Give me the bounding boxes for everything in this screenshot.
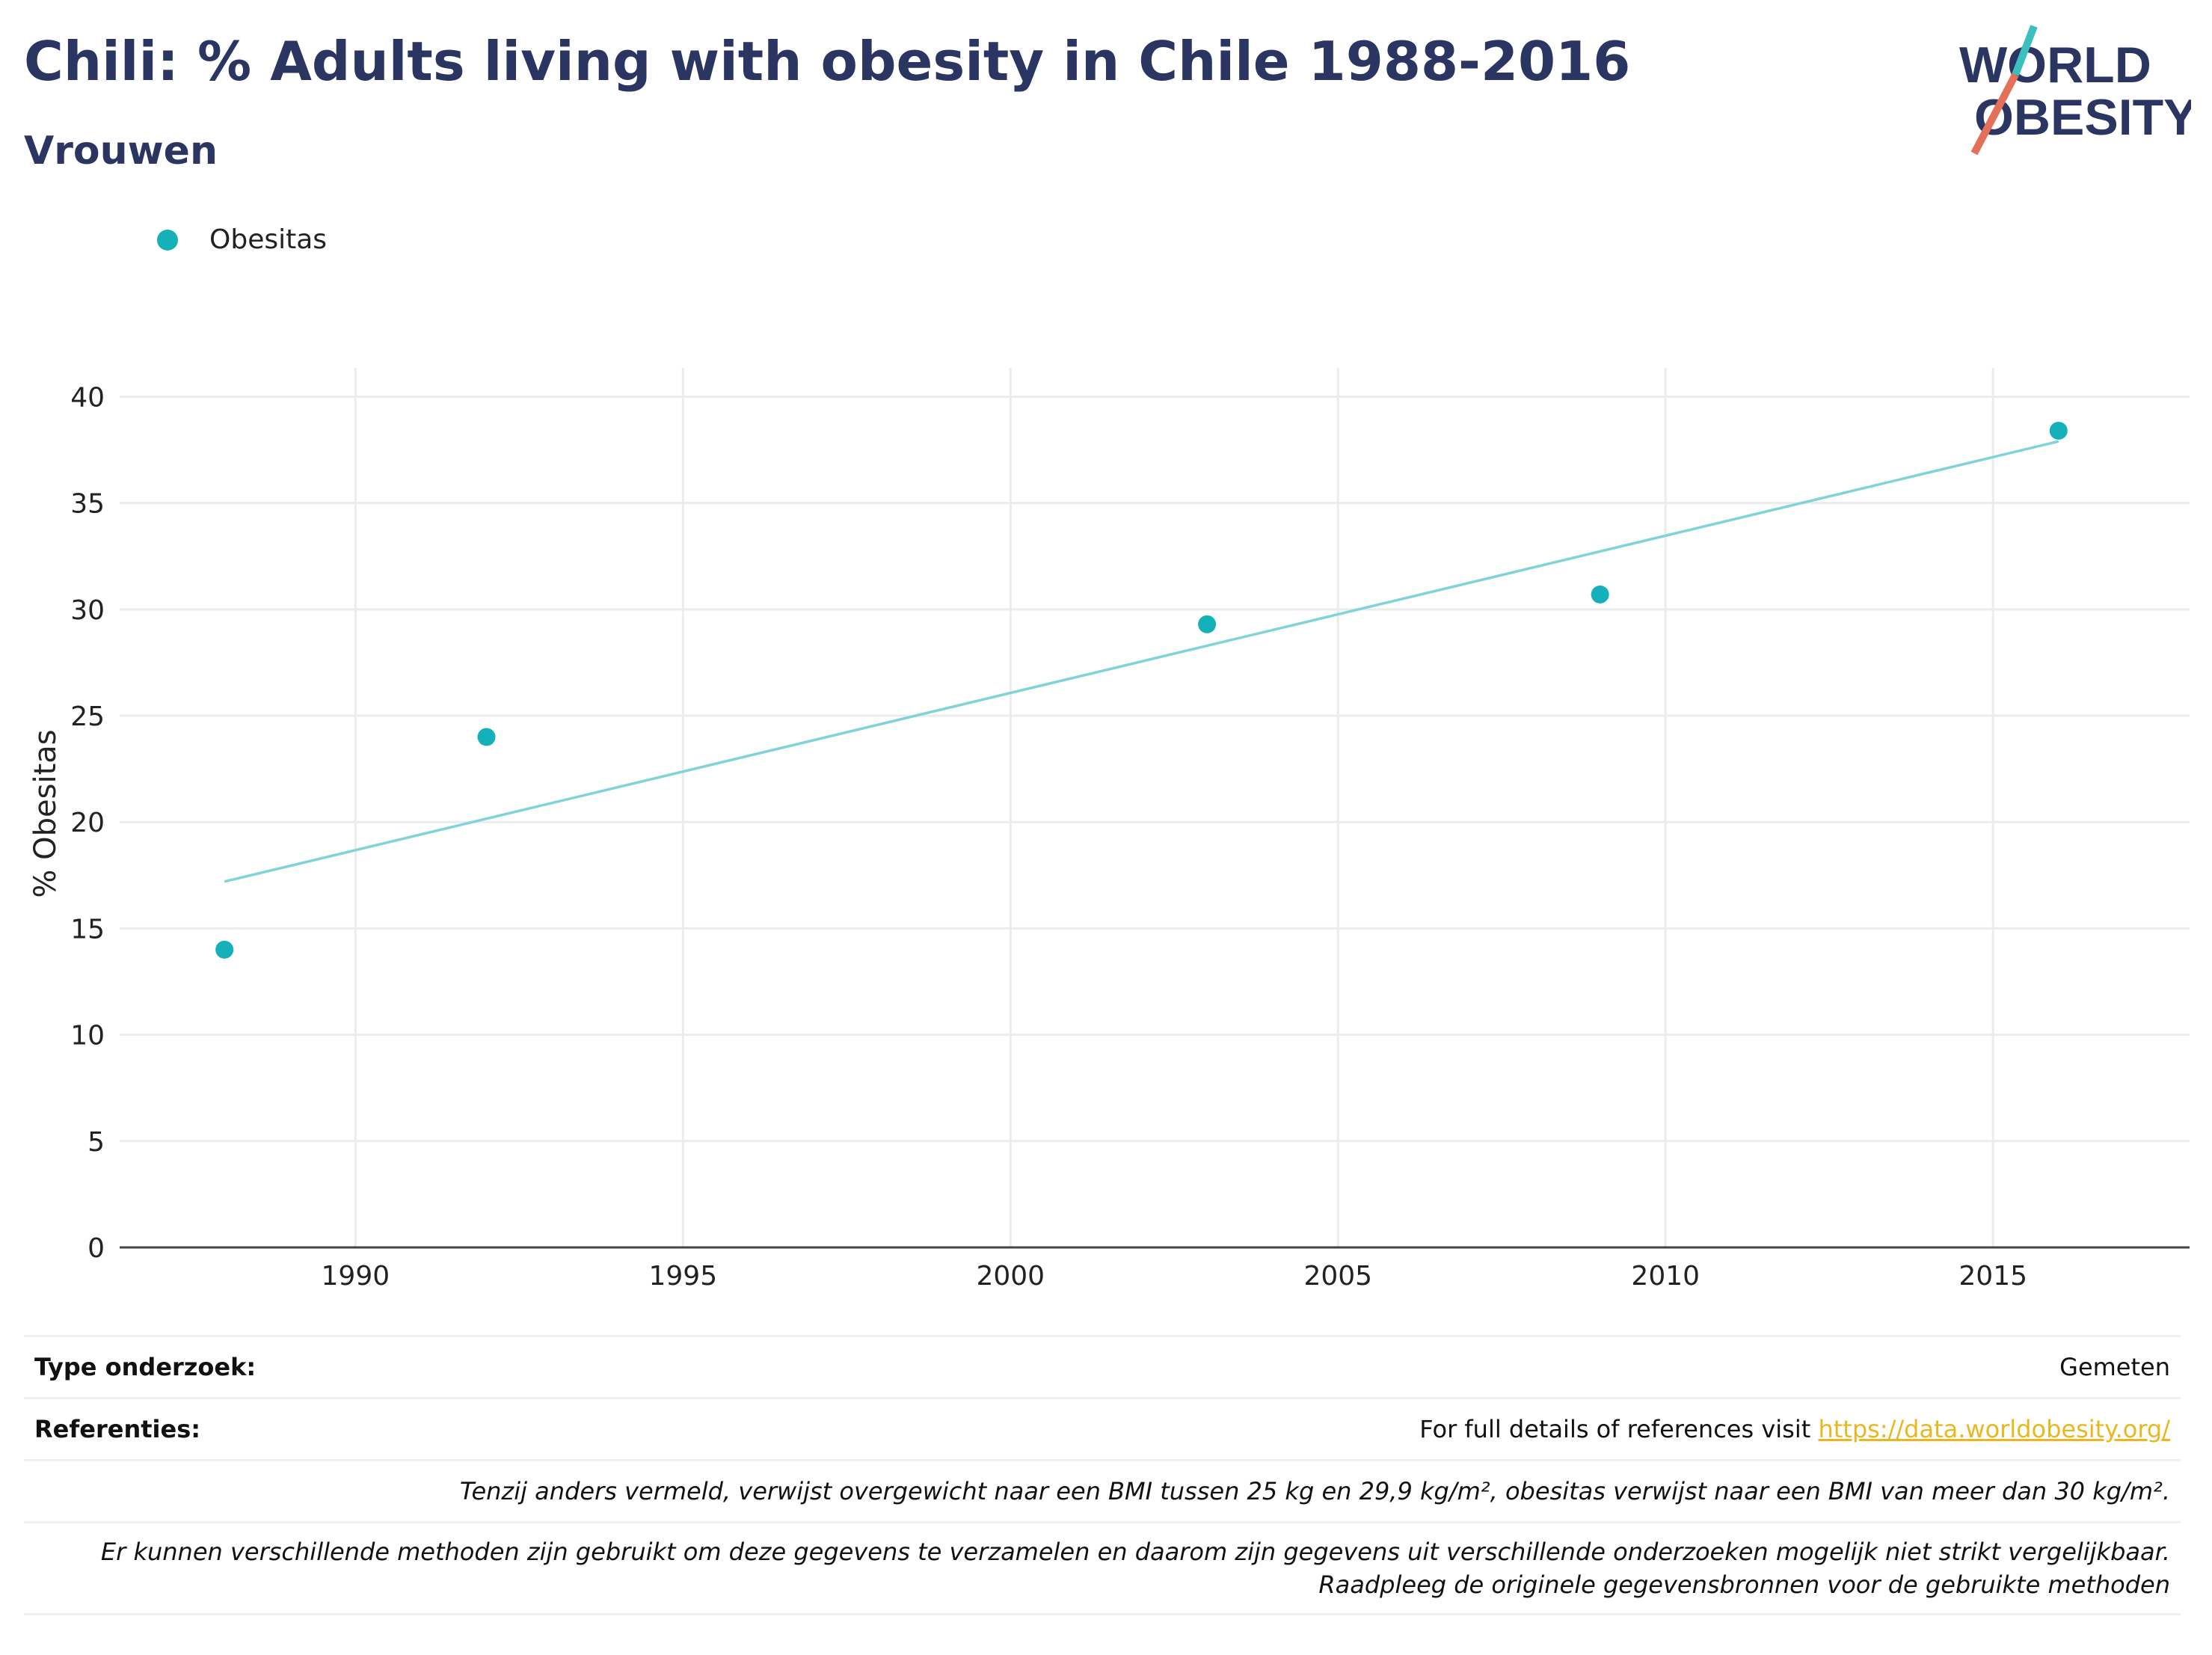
- world-obesity-logo: WORLD OBESITY: [1959, 25, 2191, 156]
- data-point: [477, 728, 496, 746]
- data-point: [2049, 421, 2068, 440]
- y-tick-label: 40: [70, 382, 105, 413]
- study-type-label: Type onderzoek:: [34, 1353, 256, 1381]
- bmi-note: Tenzij anders vermeld, verwijst overgewi…: [459, 1477, 2170, 1505]
- x-tick-label: 2015: [1958, 1261, 2027, 1292]
- data-point: [215, 940, 234, 959]
- x-tick-label: 1995: [649, 1261, 718, 1292]
- chart-subtitle: Vrouwen: [24, 129, 218, 174]
- y-tick-label: 30: [70, 595, 105, 626]
- axis-layer: 0 5 10 15 20 25 30 35 40 1990 1995 2000 2005 2010 2015: [70, 382, 2190, 1292]
- y-tick-label: 35: [70, 489, 105, 520]
- trend-layer: [224, 440, 2059, 883]
- trend-line: [224, 440, 2059, 883]
- legend-marker-obesitas: [157, 229, 178, 251]
- points-layer: [215, 421, 2068, 959]
- svg-text:OBESITY: OBESITY: [1974, 89, 2191, 146]
- grid-layer: [120, 368, 2190, 1247]
- y-tick-label: 10: [70, 1021, 105, 1051]
- methods-note-row: Er kunnen verschillende methoden zijn ge…: [24, 1521, 2181, 1615]
- x-tick-label: 2005: [1303, 1261, 1372, 1292]
- legend-label-obesitas: Obesitas: [209, 224, 328, 255]
- references-row: Referenties: For full details of referen…: [24, 1397, 2181, 1459]
- y-tick-label: 0: [87, 1233, 105, 1264]
- scatter-chart: 0 5 10 15 20 25 30 35 40 1990 1995 2000 2005 2010 2015…: [28, 368, 2190, 1292]
- data-point: [1198, 615, 1217, 633]
- references-link[interactable]: https://data.worldobesity.org/: [1818, 1415, 2170, 1443]
- chart-title: Chili: % Adults living with obesity in C…: [24, 30, 1631, 93]
- legend: Obesitas: [157, 224, 327, 255]
- svg-text:WORLD: WORLD: [1959, 37, 2151, 93]
- y-axis-label: % Obesitas: [28, 729, 63, 897]
- y-tick-label: 20: [70, 808, 105, 838]
- y-tick-label: 15: [70, 914, 105, 945]
- bmi-note-row: Tenzij anders vermeld, verwijst overgewi…: [24, 1459, 2181, 1521]
- y-tick-label: 25: [70, 701, 105, 732]
- methods-note: Er kunnen verschillende methoden zijn ge…: [100, 1538, 2170, 1599]
- x-tick-label: 1990: [322, 1261, 390, 1292]
- references-label: Referenties:: [34, 1415, 201, 1443]
- footer-info: Type onderzoek: Gemeten Referenties: For…: [24, 1335, 2181, 1615]
- study-type-row: Type onderzoek: Gemeten: [24, 1335, 2181, 1397]
- y-tick-label: 5: [87, 1127, 105, 1158]
- x-tick-label: 2010: [1631, 1261, 1700, 1292]
- study-type-value: Gemeten: [2059, 1353, 2170, 1381]
- data-point: [1591, 585, 1609, 604]
- x-tick-label: 2000: [976, 1261, 1045, 1292]
- references-text: For full details of references visit: [1419, 1415, 1819, 1443]
